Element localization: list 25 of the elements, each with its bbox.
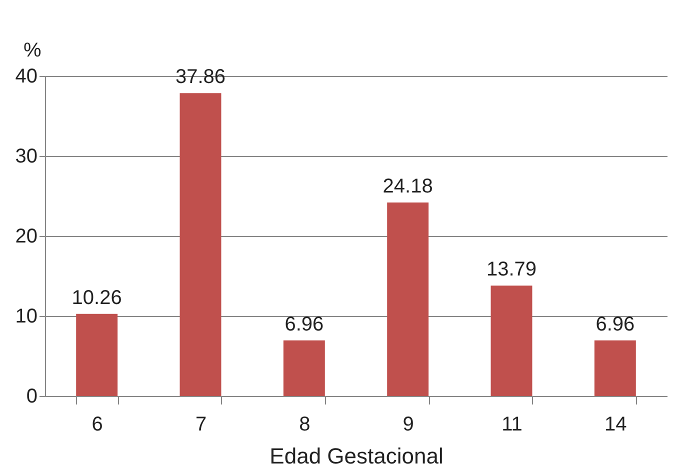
x-tick-label: 7 — [195, 414, 207, 436]
y-tick-label: 20 — [15, 226, 38, 248]
x-tick-label: 6 — [92, 414, 103, 436]
bar — [180, 93, 222, 396]
x-tick-label: 11 — [502, 414, 522, 436]
data-label: 37.86 — [175, 66, 226, 88]
data-label: 10.26 — [72, 286, 122, 309]
x-tick-label: 8 — [299, 414, 310, 436]
bar — [283, 340, 325, 396]
x-tick-label: 9 — [402, 414, 414, 436]
y-tick-label: 40 — [15, 66, 38, 88]
bar — [490, 286, 532, 396]
x-tick-label: 14 — [604, 414, 627, 436]
y-axis-title: % — [24, 40, 42, 62]
data-label: 24.18 — [382, 176, 433, 198]
bar — [387, 202, 429, 396]
y-tick-label: 30 — [15, 146, 38, 168]
data-label: 13.79 — [486, 258, 537, 281]
y-tick-label: 10 — [15, 306, 38, 328]
bar — [594, 340, 636, 396]
bar — [76, 314, 118, 396]
data-label: 6.96 — [284, 313, 324, 336]
x-axis-title: Edad Gestacional — [270, 444, 444, 468]
y-tick-label: 0 — [26, 386, 38, 408]
data-label: 6.96 — [596, 313, 635, 336]
